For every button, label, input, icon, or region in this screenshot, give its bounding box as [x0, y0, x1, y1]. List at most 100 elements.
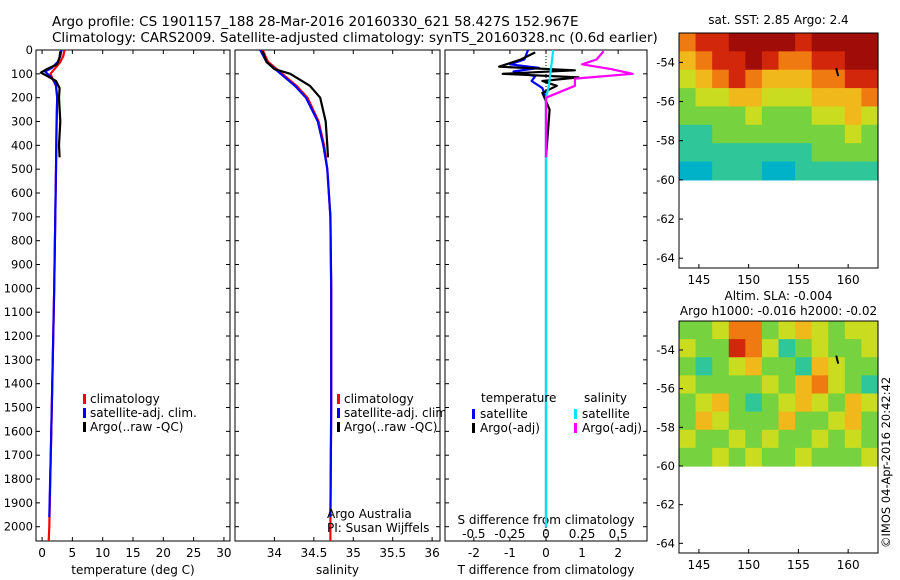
sla_map-cell: [761, 411, 780, 431]
sla_map-cell: [844, 357, 863, 376]
sst_map-cell: [861, 33, 879, 52]
sst_map-cell: [828, 143, 846, 163]
sst_map-cell: [679, 88, 697, 108]
sst_map-cell: [811, 88, 829, 108]
temperature-x-tick-label: 10: [95, 546, 110, 560]
sst_map-cell: [811, 106, 829, 126]
sla_map-cell: [844, 447, 863, 467]
sst_map-cell: [778, 88, 796, 108]
sst_map-cell: [844, 124, 863, 144]
temperature-series-line: [39, 51, 62, 158]
temperature-plot-frame: [35, 49, 231, 542]
y-tick-label: 1300: [4, 353, 33, 367]
sla_map-cell: [861, 393, 879, 413]
sst_map-cell: [679, 161, 697, 181]
sst_map-cell: [679, 124, 697, 144]
sla_map-cell: [695, 411, 713, 431]
temperature-legend-label: satellite-adj. clim.: [90, 406, 197, 420]
sla_map-cell: [761, 321, 780, 340]
diff-t-axis-label: T difference from climatology: [457, 563, 635, 577]
sst_map-cell: [761, 161, 780, 181]
sla_map-cell: [745, 339, 763, 358]
sst_map-cell: [679, 69, 697, 89]
temperature-x-tick-label: 30: [216, 546, 231, 560]
sla_map-cell: [778, 357, 796, 376]
sla_map-cell: [679, 411, 697, 431]
sst_map-cell: [844, 106, 863, 126]
sst_map-cell: [712, 88, 730, 108]
sla_map-cell: [811, 321, 829, 340]
sla_map-x-tick-label: 160: [837, 558, 860, 572]
sst_map-cell: [861, 88, 879, 108]
page-subtitle: Climatology: CARS2009. Satellite-adjuste…: [52, 30, 658, 46]
sla_map-cell: [795, 375, 813, 395]
sla_map-cell: [811, 339, 829, 358]
sla_map-cell: [828, 411, 846, 431]
sla_map-cell: [761, 429, 780, 449]
sst_map-cell: [761, 69, 780, 89]
y-tick-label: 1800: [4, 472, 33, 486]
sst_map-cell: [844, 51, 863, 71]
sla_map-cell: [712, 447, 730, 467]
salinity-legend-swatch: [337, 422, 340, 432]
temperature-legend-label: climatology: [90, 392, 160, 406]
sla_map-cell: [761, 447, 780, 467]
temperature-x-tick-label: 0: [38, 546, 46, 560]
sla_map-y-tick-label: -62: [656, 498, 675, 512]
sst_map-cell: [795, 124, 813, 144]
sla_map-cell: [795, 447, 813, 467]
sst_map-cell: [728, 161, 746, 181]
sla_map-cell: [695, 393, 713, 413]
sst_map-cell: [828, 51, 846, 71]
sla_map-cell: [679, 447, 697, 467]
sst_map-x-tick-label: 160: [837, 273, 860, 287]
sla_map-cell: [795, 321, 813, 340]
sst_map-cell: [679, 33, 697, 52]
salinity-series-line: [259, 49, 333, 518]
sla_map-frame: [678, 320, 879, 554]
sla_map-cell: [795, 393, 813, 413]
sla_map-cell: [778, 375, 796, 395]
sla_map-cell: [728, 393, 746, 413]
sst_map-cell: [761, 124, 780, 144]
sst_map-cell: [811, 124, 829, 144]
sla_map-cell: [712, 393, 730, 413]
sla_map-float-marker: [835, 355, 840, 364]
sla_map-cell: [795, 357, 813, 376]
y-tick-label: 1900: [4, 496, 33, 510]
sst_map-y-tick-label: -54: [656, 55, 675, 69]
sst_map-cell: [761, 33, 780, 52]
y-tick-label: 1400: [4, 377, 33, 391]
sst_map-cell: [728, 33, 746, 52]
temperature-legend-label: Argo(..raw -QC): [90, 420, 183, 434]
sla_map-cell: [695, 357, 713, 376]
y-tick-label: 500: [11, 162, 33, 176]
sst_map-cell: [811, 51, 829, 71]
sla_map-cell: [844, 321, 863, 340]
sla-map-title: Altim. SLA: -0.004: [724, 289, 832, 303]
diff-legend-swatch: [574, 423, 577, 433]
y-tick-label: 700: [11, 210, 33, 224]
sst_map-cell: [795, 88, 813, 108]
sla_map-cell: [695, 447, 713, 467]
sla_map-cell: [811, 411, 829, 431]
sla_map-cell: [861, 357, 879, 376]
y-tick-label: 1500: [4, 401, 33, 415]
sla_map-cell: [828, 447, 846, 467]
temperature-legend-swatch: [83, 394, 86, 404]
sst_map-cell: [695, 69, 713, 89]
sla_map-cell: [728, 411, 746, 431]
sst_map-cell: [679, 106, 697, 126]
y-tick-label: 1200: [4, 329, 33, 343]
salinity-legend-label: climatology: [344, 392, 414, 406]
salinity-x-tick-label: 35.5: [379, 546, 406, 560]
sst_map-cell: [778, 33, 796, 52]
sst_map-cell: [861, 51, 879, 71]
sla_map-cell: [745, 411, 763, 431]
sst_map-cell: [828, 161, 846, 181]
sst_map-cell: [712, 69, 730, 89]
sst_map-cell: [861, 124, 879, 144]
annotation-pi: PI: Susan Wijffels: [327, 521, 429, 535]
sla_map-cell: [861, 411, 879, 431]
sst_map-cell: [811, 33, 829, 52]
